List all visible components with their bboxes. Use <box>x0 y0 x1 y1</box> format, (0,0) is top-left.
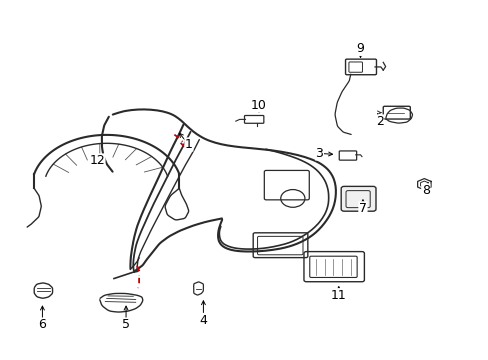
FancyBboxPatch shape <box>341 186 375 211</box>
Text: 6: 6 <box>39 318 46 331</box>
Text: 10: 10 <box>250 99 266 112</box>
Text: 9: 9 <box>356 42 364 55</box>
Text: 1: 1 <box>184 138 192 151</box>
Text: 11: 11 <box>330 289 346 302</box>
Text: 7: 7 <box>358 202 366 215</box>
Text: 8: 8 <box>421 184 429 197</box>
Text: 4: 4 <box>199 314 207 327</box>
Text: 2: 2 <box>375 115 383 128</box>
Text: 3: 3 <box>315 147 323 160</box>
Text: 5: 5 <box>122 318 130 331</box>
Text: 12: 12 <box>89 154 105 167</box>
